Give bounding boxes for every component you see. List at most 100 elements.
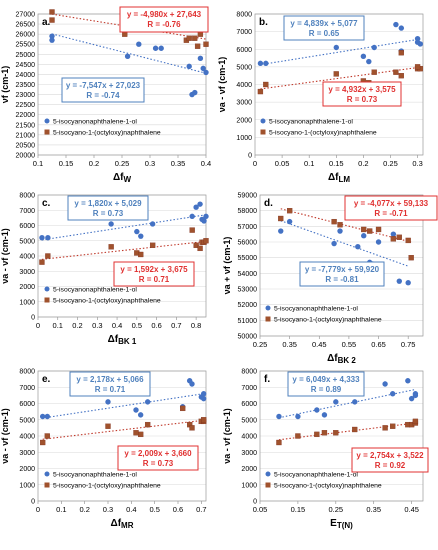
y-tick-label: 24500 <box>16 62 36 69</box>
x-tick-label: 0.7 <box>196 505 206 514</box>
data-point <box>314 431 320 438</box>
data-point <box>408 255 414 261</box>
r-value-text: R = 0.71 <box>139 275 170 284</box>
data-point <box>192 35 198 41</box>
equation-box <box>322 81 402 107</box>
y-tick-label: 6000 <box>241 401 257 408</box>
y-axis-label: νa - νf (cm-1) <box>0 408 10 464</box>
data-point <box>333 430 339 436</box>
y-tick-label: 7000 <box>236 29 252 36</box>
r-value-text: R = 0.73 <box>143 459 174 468</box>
data-point <box>49 17 55 23</box>
trend-line <box>260 38 421 66</box>
data-point <box>193 204 199 210</box>
data-point <box>44 413 51 420</box>
equation-text: y = -4,980x + 27,643 <box>127 10 202 19</box>
legend-marker <box>265 471 271 477</box>
data-point <box>333 71 339 77</box>
data-point <box>412 391 419 397</box>
data-point <box>361 226 367 233</box>
data-point <box>412 418 419 425</box>
legend-entry: 5-isocyanonaphthalene-1-ol <box>274 306 358 313</box>
panel-label: b. <box>259 17 268 28</box>
data-point <box>337 228 343 234</box>
legend-entry: 5-isocyanonaphthalene-1-ol <box>269 119 353 126</box>
data-point <box>375 239 382 245</box>
y-tick-label: 26500 <box>16 22 36 29</box>
y-tick-label: 23000 <box>16 92 36 99</box>
y-tick-label: 24000 <box>16 72 36 79</box>
data-point <box>39 235 45 241</box>
data-point <box>201 417 207 423</box>
r-value-text: R = 0.65 <box>309 29 340 38</box>
legend-entry: 5-isocyano-1-(octyloxy)naphthalene <box>53 298 161 305</box>
data-point <box>133 407 139 413</box>
y-tick-label: 0 <box>31 315 35 322</box>
data-point <box>331 218 337 225</box>
y-tick-label: 51000 <box>238 318 258 325</box>
x-tick-label: 0.1 <box>33 159 43 168</box>
data-point <box>263 60 269 67</box>
data-point <box>371 44 377 51</box>
data-point <box>408 395 415 402</box>
y-tick-label: 21000 <box>16 132 36 139</box>
data-point <box>39 259 45 265</box>
equation-text: y = 4,932x + 3,575 <box>328 85 396 94</box>
data-point <box>393 69 399 75</box>
data-point <box>137 412 144 418</box>
x-tick-label: 0.35 <box>366 505 381 514</box>
data-point <box>133 430 139 436</box>
data-point <box>203 41 209 47</box>
equation-text: y = 4,839x + 5,077 <box>290 19 358 28</box>
x-tick-label: 0 <box>253 159 257 168</box>
x-tick-label: 0 <box>36 321 40 330</box>
legend-entry: 5-isocyano-1-(octyloxy)naphthalene <box>274 483 382 490</box>
data-point <box>257 60 264 67</box>
x-tick-label: 0.15 <box>291 505 306 514</box>
y-tick-label: 26000 <box>16 32 36 39</box>
data-point <box>192 89 198 96</box>
data-point <box>197 245 203 252</box>
y-tick-label: 1000 <box>241 482 257 489</box>
x-tick-label: 0.3 <box>92 321 102 330</box>
x-tick-label: 0.65 <box>371 340 386 349</box>
panel-b: 0 1000 2000 3000 4000 5000 6000 7000 8000 0 0.05 0.… <box>217 12 424 184</box>
data-point <box>390 423 396 429</box>
r-value-text: R = 0.92 <box>375 461 406 470</box>
data-point <box>278 228 284 234</box>
data-point <box>136 41 142 47</box>
y-axis-label: νa - νf (cm-1) <box>0 228 10 284</box>
data-point <box>149 242 156 248</box>
data-point <box>390 236 397 242</box>
panel-d: 50000 51000 52000 53000 54000 55000 56000 57000… <box>222 193 438 365</box>
x-tick-label: 0.1 <box>304 159 314 168</box>
y-tick-label: 4000 <box>19 434 35 441</box>
x-tick-label: 0.75 <box>401 340 416 349</box>
y-tick-label: 2000 <box>19 466 35 473</box>
data-point <box>405 237 411 244</box>
panel-label: f. <box>264 374 270 385</box>
legend-marker <box>44 482 50 488</box>
data-point <box>138 251 144 258</box>
y-axis-label: νa - νf (cm-1) <box>222 408 232 464</box>
data-point <box>257 88 264 95</box>
data-point <box>108 244 114 250</box>
data-point <box>321 412 328 418</box>
trend-line <box>51 33 207 74</box>
data-point <box>200 395 207 402</box>
trend-line <box>280 220 409 267</box>
y-tick-label: 6000 <box>19 223 35 230</box>
r-value-text: R = 0.73 <box>93 209 124 218</box>
data-point <box>414 35 421 42</box>
data-point <box>355 244 361 250</box>
x-tick-label: 0.2 <box>72 321 82 330</box>
data-point <box>337 222 343 228</box>
r-value-text: R = 0.89 <box>311 385 342 394</box>
equation-box <box>113 261 195 287</box>
data-point <box>396 278 402 284</box>
panel-label: c. <box>42 198 51 209</box>
data-point <box>197 201 203 207</box>
data-point <box>149 221 156 227</box>
data-point <box>197 55 204 62</box>
y-tick-label: 2000 <box>236 117 252 124</box>
